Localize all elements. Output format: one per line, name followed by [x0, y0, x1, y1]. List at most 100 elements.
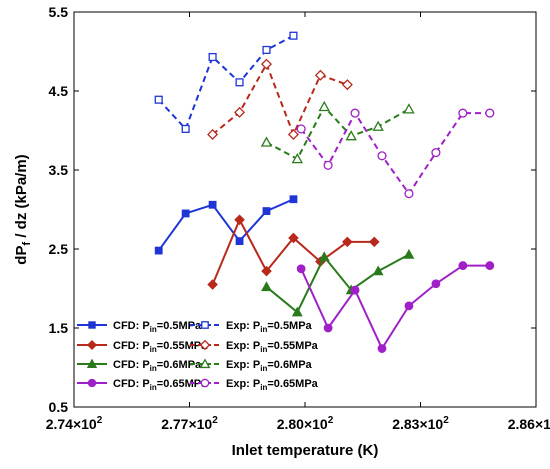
y-axis-label: dPf / dz (kPa/m) [13, 154, 33, 264]
series-cfd-05mpa [154, 195, 298, 255]
legend-marker [86, 358, 98, 368]
data-point [314, 69, 326, 81]
series-exp-05mpa [154, 31, 298, 133]
data-point [372, 120, 384, 131]
legend-marker [200, 378, 210, 388]
data-point [404, 301, 414, 311]
legend-label: CFD: Pin=0.65MPa [113, 378, 208, 392]
data-point [289, 195, 298, 204]
data-point [262, 45, 271, 54]
data-point [323, 323, 333, 333]
data-point [287, 128, 299, 140]
y-axis-label-rest: / dz (kPa/m) [13, 154, 30, 242]
data-point [181, 124, 190, 133]
series-line [157, 34, 294, 131]
data-point [431, 279, 441, 289]
data-point [350, 285, 360, 295]
data-point [458, 261, 468, 270]
legend-label: CFD: Pin=0.55MPa [113, 340, 208, 354]
x-tick-label: 2.83×102 [392, 415, 449, 432]
data-point [154, 95, 163, 104]
x-tick-label: 2.80×102 [277, 415, 334, 432]
series-line [266, 105, 410, 161]
legend-item: CFD: Pin=0.65MPa [77, 378, 208, 392]
data-point [234, 106, 246, 118]
legend-marker [199, 358, 211, 369]
legend-marker [86, 339, 98, 351]
series-line [157, 198, 294, 252]
data-point [341, 79, 353, 91]
y-axis-label-subscript: f [21, 242, 33, 246]
legend-item: CFD: Pin=0.5MPa [77, 320, 202, 334]
data-point [154, 246, 163, 255]
data-point [372, 265, 384, 276]
x-tick-label: 2.86×102 [508, 415, 550, 432]
series-cfd-06mpa [261, 248, 415, 317]
legend-label: Exp: Pin=0.55MPa [226, 340, 319, 354]
y-axis: 0.5 1.5 2.5 3.5 4.5 5.5 [49, 4, 536, 415]
data-point [369, 236, 380, 248]
series-line [300, 264, 490, 351]
legend-item: Exp: Pin=0.55MPa [190, 339, 319, 354]
data-point [485, 261, 495, 270]
data-point [288, 232, 299, 244]
x-axis: 2.74×102 2.77×102 2.80×102 2.83×102 2.86×102 [46, 12, 550, 432]
data-point [291, 153, 303, 164]
legend-marker [87, 378, 97, 388]
series-line [265, 253, 410, 314]
data-point [289, 31, 298, 40]
legend: CFD: Pin=0.5MPa Exp: Pin=0.5MPa CFD: Pin=0… [77, 320, 319, 392]
legend-label: Exp: Pin=0.5MPa [226, 320, 313, 334]
data-point [235, 78, 244, 87]
data-point [404, 189, 414, 199]
data-point [377, 151, 387, 161]
series-line [211, 61, 348, 138]
data-point [345, 130, 357, 141]
legend-label: CFD: Pin=0.5MPa [113, 320, 202, 334]
y-tick-label: 3.5 [49, 162, 69, 178]
series-exp-055mpa [207, 58, 353, 140]
data-point [377, 344, 387, 353]
data-point [323, 160, 333, 170]
data-point [208, 52, 217, 62]
data-point [260, 136, 273, 147]
legend-label: CFD: Pin=0.6MPa [113, 359, 202, 373]
data-point [431, 148, 441, 158]
x-tick-label: 2.77×102 [161, 415, 218, 432]
legend-marker [199, 339, 211, 351]
data-point [350, 108, 360, 118]
x-axis-label: Inlet temperature (K) [232, 442, 379, 459]
data-point [207, 279, 218, 290]
data-point [342, 236, 353, 248]
data-point [207, 128, 219, 140]
y-tick-label: 1.5 [49, 320, 69, 336]
data-point [403, 248, 415, 259]
data-point [318, 100, 330, 112]
series-exp-06mpa [260, 100, 415, 164]
data-point [458, 108, 468, 118]
data-point [261, 281, 272, 292]
legend-label: Exp: Pin=0.65MPa [226, 378, 319, 392]
y-tick-label: 5.5 [49, 4, 69, 20]
data-point [208, 200, 217, 209]
data-point [291, 306, 303, 317]
series-exp-065mpa [296, 108, 495, 199]
y-tick-label: 2.5 [49, 241, 69, 257]
data-point [235, 237, 244, 245]
data-point [181, 209, 190, 218]
legend-item: Exp: Pin=0.65MPa [190, 378, 319, 392]
plot-marks [154, 31, 495, 353]
data-point [296, 264, 306, 274]
legend-marker [201, 321, 209, 329]
legend-item: CFD: Pin=0.55MPa [77, 339, 208, 354]
legend-item: Exp: Pin=0.5MPa [190, 320, 313, 334]
legend-item: Exp: Pin=0.6MPa [190, 358, 313, 373]
y-axis-label-main: dP [13, 246, 30, 265]
legend-marker [88, 321, 96, 329]
series-cfd-065mpa [296, 261, 495, 353]
data-point [260, 58, 273, 70]
x-tick-label: 2.74×102 [46, 415, 103, 432]
data-point [318, 251, 330, 262]
data-point [485, 108, 495, 118]
